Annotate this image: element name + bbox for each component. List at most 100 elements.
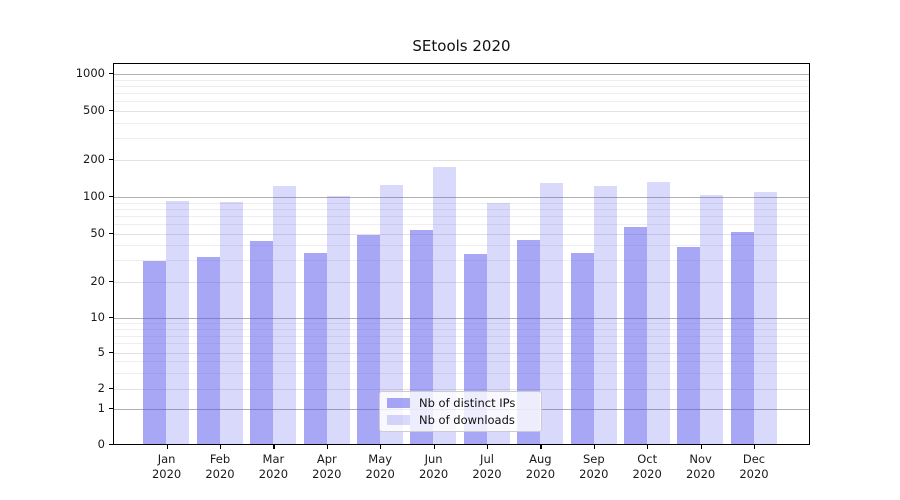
y-tick-mark-10 xyxy=(108,316,113,318)
gridline-y-2 xyxy=(114,388,809,390)
y-tick-mark-200 xyxy=(108,158,113,160)
legend-label-distinct-ips: Nb of distinct IPs xyxy=(419,396,516,410)
gridline-y-4 xyxy=(114,361,809,363)
x-tick-mark-aug xyxy=(540,445,542,449)
y-tick-mark-1000 xyxy=(108,73,113,75)
y-tick-mark-1 xyxy=(108,407,113,409)
x-tick-mark-jun xyxy=(433,445,435,449)
bar-ips-sep xyxy=(570,252,594,444)
x-tick-mark-jul xyxy=(487,445,489,449)
y-tick-mark-100 xyxy=(108,196,113,198)
bar-ips-mar xyxy=(250,240,274,444)
x-tick-mark-dec xyxy=(754,445,756,449)
bar-downloads-nov xyxy=(700,194,724,444)
y-tick-label-1000: 1000 xyxy=(75,66,105,80)
legend-swatch-distinct-ips xyxy=(387,398,410,408)
x-tick-label-oct: Oct 2020 xyxy=(632,452,662,481)
gridline-y-800 xyxy=(114,85,809,87)
legend-item-downloads: Nb of downloads xyxy=(387,413,534,427)
bar-ips-jan xyxy=(143,260,167,444)
x-tick-label-may: May 2020 xyxy=(365,452,395,481)
gridline-y-1000 xyxy=(114,74,809,75)
x-tick-label-apr: Apr 2020 xyxy=(312,452,342,481)
gridline-y-50 xyxy=(114,233,809,235)
x-tick-mark-sep xyxy=(593,445,595,449)
x-tick-mark-oct xyxy=(647,445,649,449)
y-tick-label-1: 1 xyxy=(97,400,105,415)
gridline-y-6 xyxy=(114,343,809,345)
y-tick-label-5: 5 xyxy=(97,344,105,359)
gridline-y-100 xyxy=(114,197,809,198)
gridline-y-60 xyxy=(114,224,809,226)
x-tick-label-mar: Mar 2020 xyxy=(258,452,289,481)
bar-downloads-sep xyxy=(593,186,617,444)
legend: Nb of distinct IPs Nb of downloads xyxy=(379,391,542,432)
y-tick-label-200: 200 xyxy=(83,151,105,166)
x-tick-mark-mar xyxy=(273,445,275,449)
bar-downloads-mar xyxy=(273,185,297,444)
y-tick-label-2: 2 xyxy=(97,380,105,395)
y-tick-mark-5 xyxy=(108,351,113,353)
gridline-y-200 xyxy=(114,159,809,161)
gridline-y-80 xyxy=(114,208,809,210)
y-tick-label-20: 20 xyxy=(90,273,105,288)
bar-ips-nov xyxy=(677,247,701,444)
gridline-y-90 xyxy=(114,202,809,204)
y-tick-mark-2 xyxy=(108,387,113,389)
chart-title: SEtools 2020 xyxy=(412,37,511,55)
gridline-y-70 xyxy=(114,215,809,217)
bar-downloads-may xyxy=(380,184,403,444)
bar-downloads-oct xyxy=(647,182,670,444)
bar-downloads-jul xyxy=(486,202,510,444)
gridline-y-8 xyxy=(114,328,809,330)
x-tick-label-aug: Aug 2020 xyxy=(525,452,556,481)
bar-downloads-aug xyxy=(540,183,564,444)
gridline-y-3 xyxy=(114,372,809,374)
legend-label-downloads: Nb of downloads xyxy=(419,413,515,427)
bar-downloads-feb xyxy=(219,202,243,444)
bar-downloads-apr xyxy=(326,196,350,444)
x-tick-mark-feb xyxy=(220,445,222,449)
x-tick-label-jun: Jun 2020 xyxy=(418,452,449,481)
y-tick-label-50: 50 xyxy=(90,225,105,240)
gridline-y-20 xyxy=(114,281,809,283)
gridline-y-40 xyxy=(114,245,809,247)
gridline-y-400 xyxy=(114,122,809,124)
legend-item-distinct-ips: Nb of distinct IPs xyxy=(387,396,534,410)
x-tick-mark-may xyxy=(380,445,382,449)
x-tick-label-feb: Feb 2020 xyxy=(205,452,235,481)
y-tick-mark-50 xyxy=(108,232,113,234)
bar-ips-apr xyxy=(303,252,327,444)
bar-ips-may xyxy=(357,235,380,444)
x-tick-label-nov: Nov 2020 xyxy=(685,452,716,481)
y-tick-label-500: 500 xyxy=(83,103,105,117)
x-tick-label-jul: Jul 2020 xyxy=(472,452,502,481)
gridline-y-700 xyxy=(114,93,809,95)
y-tick-label-0: 0 xyxy=(97,436,105,451)
bar-ips-dec xyxy=(730,232,754,444)
bar-ips-jun xyxy=(410,230,434,444)
legend-swatch-downloads xyxy=(387,415,410,425)
bar-downloads-jan xyxy=(166,201,190,444)
gridline-y-10 xyxy=(114,317,809,319)
x-tick-mark-nov xyxy=(700,445,702,449)
gridline-y-7 xyxy=(114,335,809,337)
y-tick-mark-500 xyxy=(108,110,113,112)
gridline-y-500 xyxy=(114,111,809,112)
y-tick-label-100: 100 xyxy=(83,189,105,203)
x-tick-label-dec: Dec 2020 xyxy=(739,452,769,481)
bar-ips-oct xyxy=(624,227,647,444)
gridline-y-30 xyxy=(114,260,809,262)
x-tick-mark-jan xyxy=(166,445,168,449)
x-tick-mark-apr xyxy=(326,445,328,449)
x-tick-label-sep: Sep 2020 xyxy=(579,452,609,481)
bar-downloads-dec xyxy=(753,192,777,444)
y-tick-label-10: 10 xyxy=(90,309,105,324)
gridline-y-9 xyxy=(114,323,809,325)
gridline-y-5 xyxy=(114,352,809,354)
bar-ips-feb xyxy=(196,257,220,444)
gridline-y-900 xyxy=(114,79,809,81)
gridline-y-300 xyxy=(114,138,809,140)
x-tick-label-jan: Jan 2020 xyxy=(151,452,182,481)
